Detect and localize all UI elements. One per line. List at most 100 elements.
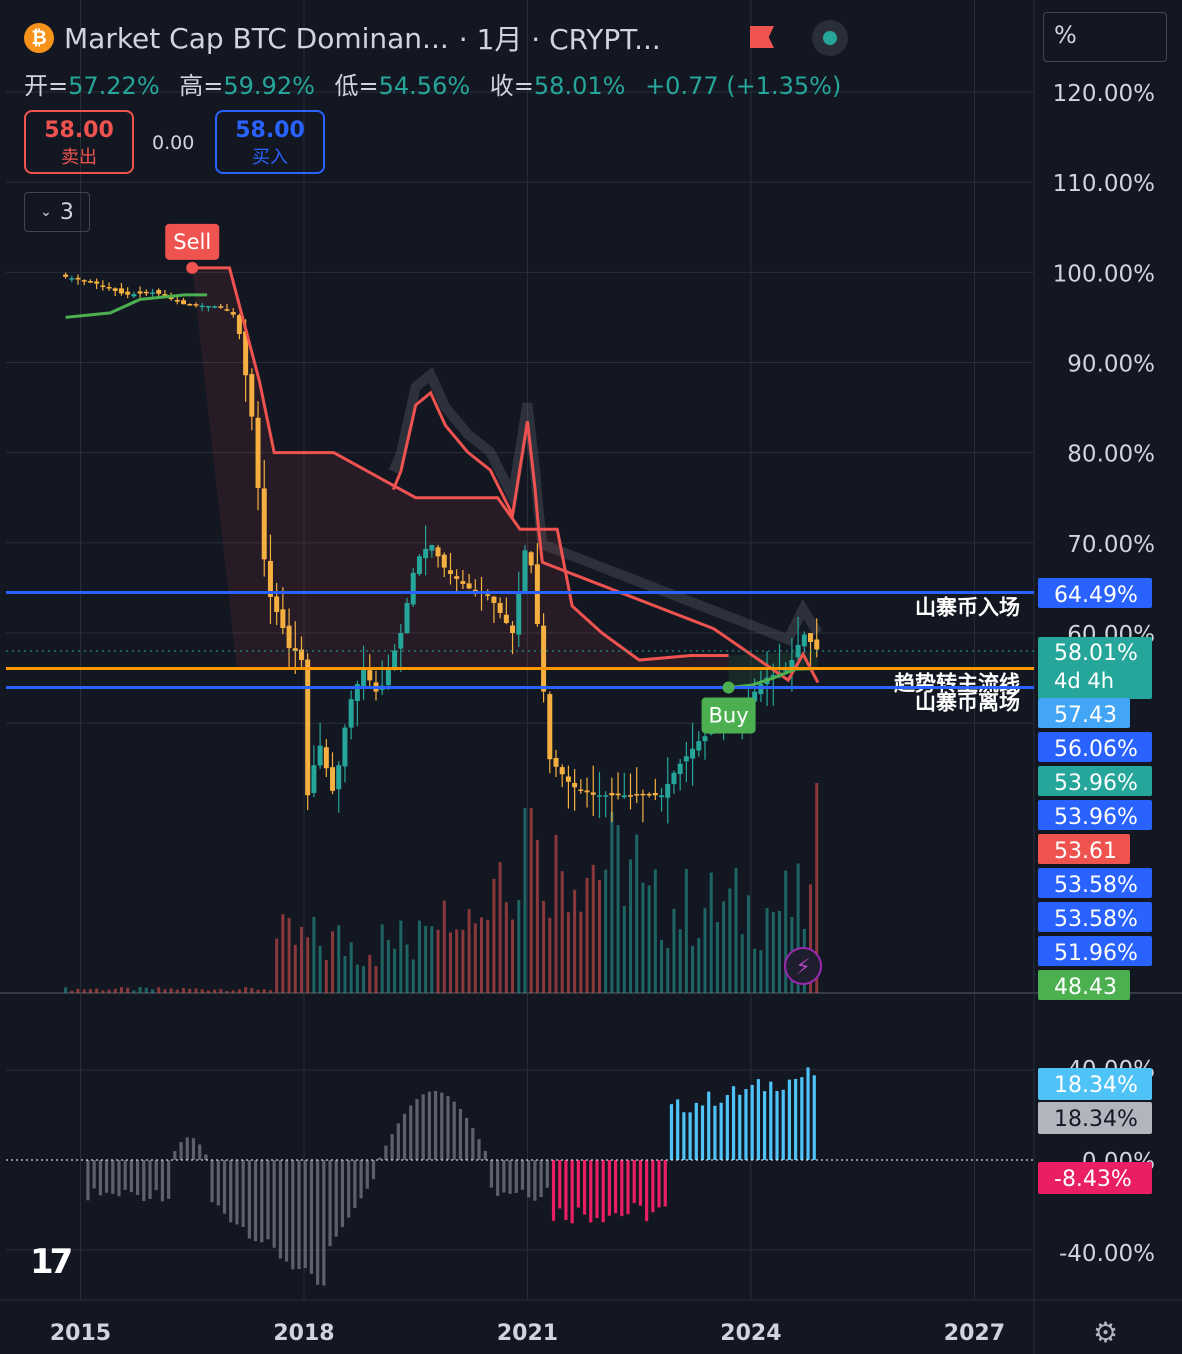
- volume-bar: [616, 825, 620, 993]
- volume-bar: [666, 947, 670, 993]
- volume-bar: [200, 989, 204, 993]
- volume-bar: [622, 906, 626, 993]
- price-scale-value: 57.43: [1054, 703, 1117, 728]
- candle-body: [491, 596, 497, 603]
- volume-bar: [548, 917, 552, 993]
- volume-bar: [88, 989, 92, 993]
- candle-body: [280, 609, 286, 628]
- price-scale-value: 58.01%: [1054, 641, 1138, 666]
- oscillator-bar: [322, 1160, 326, 1286]
- x-tick-label: 2018: [273, 1321, 334, 1346]
- candle-body: [522, 550, 528, 592]
- volume-bar: [163, 989, 167, 993]
- volume-bar: [219, 989, 223, 993]
- interval-label[interactable]: · 1月 · CRYPT...: [458, 23, 661, 56]
- indicators-toggle[interactable]: ⌄ 3: [24, 192, 90, 232]
- x-tick-label: 2015: [50, 1321, 111, 1346]
- oscillator-bar: [657, 1160, 661, 1208]
- candle-body: [416, 556, 422, 574]
- scale-mode-button[interactable]: %: [1043, 12, 1167, 62]
- candle-body: [752, 691, 758, 702]
- tradingview-logo[interactable]: 17: [30, 1242, 73, 1282]
- oscillator-bar: [104, 1160, 109, 1193]
- volume-bar: [287, 917, 291, 993]
- oscillator-bar: [216, 1160, 220, 1206]
- buy-button[interactable]: 58.00 买入: [215, 110, 325, 174]
- candle-body: [596, 795, 602, 797]
- y-tick-label: 80.00%: [1067, 442, 1155, 468]
- market-status[interactable]: [812, 20, 848, 56]
- volume-bar: [175, 989, 179, 993]
- candle-body: [317, 745, 323, 766]
- oscillator-bar: [136, 1160, 140, 1196]
- oscillator-bar: [359, 1160, 363, 1199]
- candle-body: [292, 648, 298, 652]
- oscillator-bar: [365, 1160, 369, 1189]
- candle-body: [516, 591, 522, 635]
- chevron-down-icon: ⌄: [40, 204, 52, 220]
- volume-bar: [647, 885, 651, 993]
- volume-bar: [306, 937, 310, 993]
- flag-icon[interactable]: [750, 26, 774, 48]
- oscillator-bar: [235, 1160, 239, 1225]
- y-tick-label: 100.00%: [1053, 261, 1155, 287]
- price-scale-label: [1038, 868, 1152, 898]
- volume-bar: [604, 869, 608, 993]
- oscillator-bar: [545, 1160, 549, 1188]
- y-tick-label: 120.00%: [1053, 81, 1155, 107]
- volume-bar: [213, 989, 217, 993]
- volume-bar: [256, 989, 260, 993]
- oscillator-scale-label: [1038, 1068, 1152, 1100]
- symbol-title[interactable]: Market Cap BTC Dominan...: [64, 21, 449, 55]
- candle-body: [510, 625, 516, 633]
- settings-icon[interactable]: ⚙: [1093, 1316, 1119, 1349]
- candle-body: [696, 741, 702, 751]
- candle-body: [789, 660, 795, 671]
- oscillator-bar: [142, 1160, 146, 1202]
- candle-body: [652, 792, 658, 796]
- volume-bar: [573, 889, 577, 993]
- candle-body: [640, 793, 646, 796]
- volume-bar: [511, 919, 515, 993]
- candle-body: [348, 699, 354, 728]
- candle-body: [578, 789, 584, 791]
- candle-body: [621, 795, 627, 798]
- volume-bar: [343, 956, 347, 993]
- volume-bar: [331, 931, 335, 993]
- candle-body: [106, 287, 112, 289]
- candle-body: [423, 548, 429, 559]
- candle-body: [646, 793, 652, 796]
- symbol-header[interactable]: ₿ Market Cap BTC Dominan... · 1月 · CRYPT…: [24, 18, 661, 58]
- level-label: 趋势转主流线: [894, 672, 1020, 696]
- oscillator-bar: [502, 1160, 506, 1193]
- volume-bar: [337, 925, 341, 993]
- volume-bar: [722, 901, 726, 993]
- volume-bar: [151, 989, 155, 993]
- oscillator-bar: [496, 1160, 500, 1196]
- oscillator-bar: [632, 1160, 636, 1204]
- candle-body: [261, 488, 267, 560]
- oscillator-bar: [477, 1139, 481, 1160]
- volume-bar: [386, 939, 390, 993]
- volume-bar: [231, 990, 235, 993]
- oscillator-bar: [676, 1099, 680, 1160]
- volume-bar: [281, 914, 285, 993]
- volume-bar: [411, 959, 415, 993]
- oscillator-bar: [222, 1160, 227, 1214]
- volume-bar: [368, 954, 372, 993]
- volume-bar: [268, 990, 272, 993]
- volume-bar: [182, 987, 186, 993]
- oscillator-bar: [812, 1075, 816, 1160]
- candle-body: [609, 792, 615, 796]
- candle-body: [541, 625, 547, 692]
- candle-body: [758, 684, 764, 695]
- x-tick-label: 2027: [944, 1321, 1005, 1346]
- sell-button[interactable]: 58.00 卖出: [24, 110, 134, 174]
- oscillator-bar: [520, 1160, 525, 1190]
- candle-body: [814, 639, 820, 650]
- oscillator-bar: [651, 1160, 655, 1213]
- candle-body: [131, 294, 137, 297]
- oscillator-bar: [167, 1160, 171, 1199]
- oscillator-bar: [589, 1160, 593, 1223]
